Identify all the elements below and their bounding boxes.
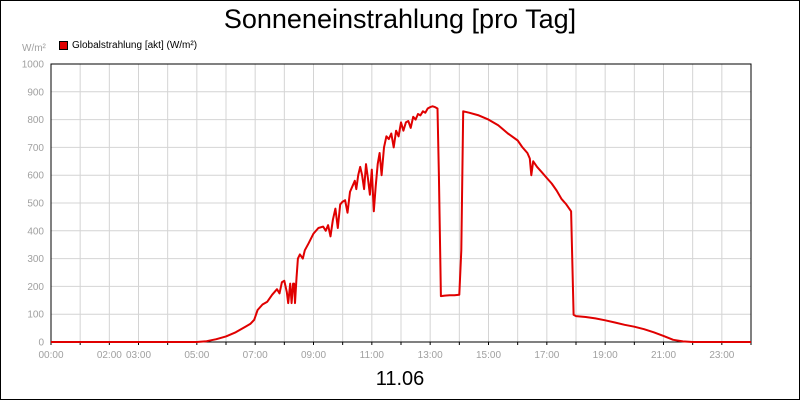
legend: Globalstrahlung [akt] (W/m²) (59, 38, 197, 52)
y-tick-label: 300 (27, 254, 44, 265)
x-tick-label: 21:00 (651, 350, 676, 361)
y-tick-label: 200 (27, 282, 44, 293)
y-tick-label: 100 (27, 310, 44, 321)
series-line-globalstrahlung (51, 105, 751, 343)
plot-border (50, 63, 752, 343)
chart-title: Sonneneinstrahlung [pro Tag] (223, 4, 577, 34)
x-tick-label: 15:00 (476, 350, 501, 361)
y-tick-label: 1000 (22, 60, 45, 71)
y-tick-label: 500 (27, 199, 44, 210)
y-tick-label: 600 (27, 171, 44, 182)
y-tick-label: 800 (27, 115, 44, 126)
x-tick-label: 03:00 (126, 350, 151, 361)
y-tick-label: 900 (27, 87, 44, 98)
y-unit-label: W/m² (22, 43, 46, 54)
x-tick-label: 02:00 (97, 350, 122, 361)
x-tick-label: 23:00 (709, 350, 734, 361)
x-tick-label: 19:00 (593, 350, 618, 361)
x-axis-label: 11.06 (375, 368, 425, 390)
x-tick-label: 05:00 (184, 350, 209, 361)
x-tick-label: 13:00 (418, 350, 443, 361)
y-tick-label: 700 (27, 143, 44, 154)
x-tick-label: 07:00 (243, 350, 268, 361)
x-tick-label: 17:00 (534, 350, 559, 361)
y-tick-label: 0 (38, 338, 44, 349)
x-tick-label: 00:00 (38, 350, 63, 361)
y-tick-label: 400 (27, 226, 44, 237)
x-tick-label: 11:00 (360, 350, 385, 361)
x-tick-label: 09:00 (301, 350, 326, 361)
legend-label: Globalstrahlung [akt] (W/m²) (72, 39, 198, 51)
legend-swatch (59, 40, 68, 50)
